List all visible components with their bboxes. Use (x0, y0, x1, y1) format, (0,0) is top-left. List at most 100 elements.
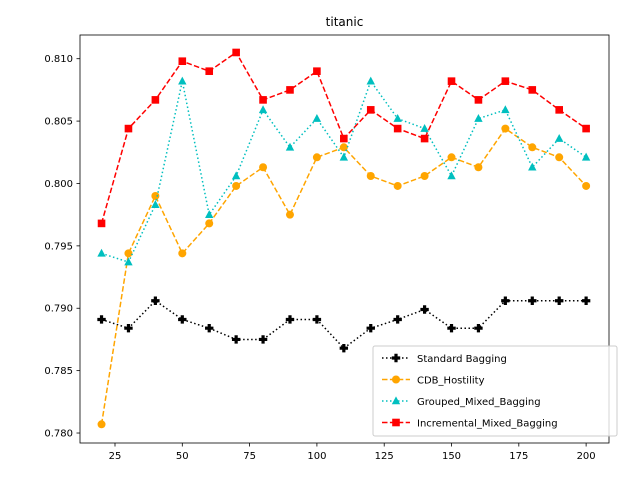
data-point (420, 123, 429, 132)
data-point (528, 143, 537, 152)
data-point (447, 171, 456, 180)
data-point (501, 124, 510, 133)
legend-label: Standard Bagging (417, 354, 507, 365)
legend-item: Grouped_Mixed_Bagging (382, 396, 541, 408)
data-point (312, 113, 322, 122)
data-point (124, 124, 133, 133)
data-point (474, 163, 483, 172)
data-point (554, 133, 564, 142)
data-point (258, 335, 268, 344)
y-tick-label: 0.795 (44, 241, 73, 252)
data-point (528, 86, 537, 94)
data-point (474, 96, 483, 104)
data-point (97, 248, 106, 257)
data-point (151, 200, 160, 208)
data-point (205, 324, 214, 333)
data-point (205, 67, 214, 75)
data-point (366, 171, 375, 180)
legend: Standard Bagging CDB_Hostility Grouped_Mix… (372, 345, 618, 437)
legend-marker (392, 418, 400, 427)
data-point (393, 315, 402, 324)
legend-item: Incremental_Mixed_Bagging (382, 419, 558, 430)
data-point (582, 181, 591, 190)
data-point (97, 420, 106, 429)
legend-label: Grouped_Mixed_Bagging (417, 397, 541, 408)
data-point (178, 76, 187, 85)
data-point (393, 113, 402, 122)
data-point (205, 210, 214, 218)
legend-label: CDB_Hostility (417, 376, 485, 387)
data-point (339, 143, 348, 152)
data-point (339, 152, 349, 161)
data-point (124, 324, 133, 333)
x-tick-label: 125 (375, 451, 394, 462)
data-point (582, 124, 590, 133)
chart-title: titanic (326, 15, 364, 29)
data-point (231, 335, 241, 344)
data-point (555, 153, 564, 162)
data-point (528, 162, 537, 171)
legend-label: Incremental_Mixed_Bagging (417, 419, 558, 430)
data-point (151, 96, 160, 104)
y-tick-label: 0.785 (44, 366, 73, 377)
data-point (581, 152, 591, 161)
y-tick-label: 0.810 (44, 54, 73, 65)
data-point (178, 315, 187, 324)
data-point (420, 305, 429, 314)
data-point (366, 324, 375, 333)
plot-area: 25 50 75 100 125 150 175 200 0.780 0.785 0.790 0.79… (44, 34, 610, 462)
data-point (124, 249, 133, 258)
data-point (259, 96, 267, 104)
legend-marker (392, 375, 400, 384)
data-point (151, 191, 160, 200)
data-point (178, 57, 187, 66)
data-point (232, 48, 240, 57)
data-point (312, 315, 322, 324)
x-tick-label: 175 (509, 451, 528, 462)
data-point (340, 134, 348, 143)
data-point (259, 163, 268, 172)
data-point (286, 86, 294, 94)
data-point (97, 219, 106, 228)
y-tick-label: 0.780 (44, 429, 73, 440)
legend-marker (391, 396, 401, 405)
data-point (285, 210, 294, 219)
data-point (231, 171, 241, 180)
x-tick-label: 25 (109, 451, 122, 462)
data-point (178, 249, 187, 258)
data-point (501, 105, 510, 114)
data-point (420, 171, 429, 180)
data-point (474, 113, 483, 122)
data-point (205, 219, 214, 228)
data-point (285, 142, 295, 151)
data-point (124, 257, 133, 266)
x-tick-label: 50 (176, 451, 189, 462)
data-point (447, 77, 456, 85)
y-tick-label: 0.790 (44, 304, 73, 315)
data-point (554, 296, 564, 305)
data-point (285, 315, 295, 324)
legend-marker (391, 353, 401, 363)
data-point (258, 105, 268, 114)
axes-frame (79, 34, 610, 444)
data-point (366, 106, 375, 114)
legend-item: CDB_Hostility (382, 375, 485, 387)
data-point (474, 324, 483, 333)
data-point (312, 153, 321, 162)
y-tick-label: 0.805 (44, 117, 73, 128)
data-point (528, 296, 537, 305)
data-point (501, 77, 510, 85)
y-tick-label: 0.800 (44, 179, 73, 190)
x-tick-label: 200 (577, 451, 596, 462)
data-point (447, 153, 456, 162)
data-point (501, 296, 510, 305)
data-point (393, 181, 402, 190)
x-tick-label: 75 (243, 451, 256, 462)
data-point (313, 67, 321, 75)
data-point (393, 124, 402, 133)
x-tick-label: 100 (307, 451, 326, 462)
data-point (97, 315, 106, 324)
data-point (232, 181, 241, 190)
data-point (339, 343, 349, 353)
